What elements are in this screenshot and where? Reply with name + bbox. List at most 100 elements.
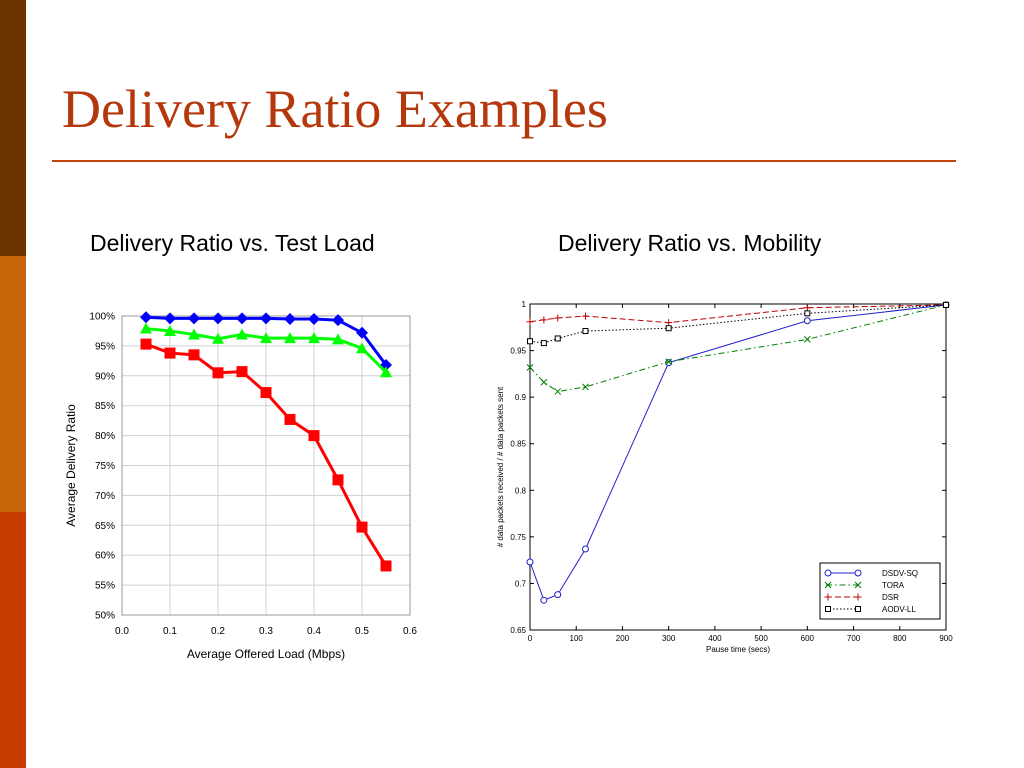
data-point <box>212 312 224 325</box>
x-axis-label: Pause time (secs) <box>706 645 770 654</box>
data-point <box>188 328 200 340</box>
data-point <box>308 430 320 442</box>
y-axis-label: # data packets received / # data packets… <box>496 386 505 547</box>
data-point <box>380 359 392 372</box>
data-point <box>554 388 562 395</box>
data-point <box>260 332 272 344</box>
x-tick-label: 600 <box>801 634 815 643</box>
data-point <box>804 310 811 317</box>
legend-marker <box>854 593 862 601</box>
right-chart-heading: Delivery Ratio vs. Mobility <box>558 230 822 256</box>
legend-label: DSR <box>882 593 899 602</box>
title-divider <box>52 160 956 162</box>
data-point <box>803 317 811 325</box>
data-point <box>332 474 344 486</box>
y-tick-label: 85% <box>95 401 115 412</box>
data-point <box>356 521 368 533</box>
data-point <box>140 322 152 334</box>
data-point <box>943 301 949 308</box>
y-tick-label: 0.7 <box>515 579 527 588</box>
data-point <box>356 326 368 339</box>
data-point <box>260 312 272 325</box>
data-point <box>212 367 224 379</box>
y-tick-label: 0.85 <box>510 440 526 449</box>
data-point <box>308 312 320 325</box>
legend-marker <box>854 581 862 589</box>
sidebar-accent-middle <box>0 256 26 512</box>
y-tick-label: 0.65 <box>510 626 526 635</box>
x-tick-label: 100 <box>570 634 584 643</box>
data-point <box>665 358 673 366</box>
series-dsdv-sq <box>526 301 950 604</box>
data-point <box>665 325 672 332</box>
data-point <box>554 314 562 322</box>
sidebar-accent-top <box>0 0 26 256</box>
y-tick-label: 60% <box>95 551 115 562</box>
data-point <box>332 314 344 327</box>
x-tick-label: 0.2 <box>211 626 225 637</box>
data-point <box>308 332 320 344</box>
y-tick-label: 75% <box>95 461 115 472</box>
legend-box <box>819 562 941 620</box>
delivery-vs-mobility-chart: 0.65 0.7 0.75 0.8 0.85 0.9 0.95 1 0 100 200 300 400 5… <box>496 300 953 654</box>
data-point <box>236 312 248 325</box>
data-point <box>554 591 562 599</box>
data-point <box>356 342 368 354</box>
data-point <box>380 560 392 572</box>
data-point <box>540 316 548 324</box>
data-point <box>527 338 533 345</box>
x-tick-label: 800 <box>893 634 907 643</box>
y-tick-label: 95% <box>95 341 115 352</box>
x-tick-label: 0.0 <box>115 626 129 637</box>
x-tick-label: 500 <box>754 634 768 643</box>
y-tick-label: 0.9 <box>515 393 527 402</box>
y-tick-label: 70% <box>95 491 115 502</box>
legend-label: AODV-LL <box>882 605 916 614</box>
series-2 <box>140 322 392 378</box>
y-tick-label: 100% <box>89 312 115 323</box>
data-point <box>582 328 589 335</box>
left-chart-heading: Delivery Ratio vs. Test Load <box>90 230 375 256</box>
data-point <box>140 311 152 324</box>
data-point <box>164 324 176 336</box>
y-tick-label: 65% <box>95 521 115 532</box>
y-tick-label: 90% <box>95 371 115 382</box>
data-point <box>284 413 296 425</box>
data-point <box>540 378 548 386</box>
y-tick-label: 0.95 <box>510 347 526 356</box>
slide-title: Delivery Ratio Examples <box>62 79 608 139</box>
data-point <box>284 312 296 325</box>
series-1 <box>140 311 392 372</box>
sidebar-accent-bottom <box>0 512 26 768</box>
data-point <box>581 312 589 320</box>
legend-marker <box>855 606 861 612</box>
x-tick-label: 0 <box>528 634 533 643</box>
x-axis-label: Average Offered Load (Mbps) <box>187 647 345 661</box>
data-point <box>164 347 176 359</box>
y-tick-label: 55% <box>95 581 115 592</box>
x-tick-label: 0.6 <box>403 626 417 637</box>
data-point <box>526 558 534 566</box>
series-3 <box>140 338 392 572</box>
data-point <box>260 387 272 399</box>
y-tick-label: 1 <box>522 300 527 309</box>
data-point <box>540 340 547 347</box>
series-aodv-ll <box>527 301 949 347</box>
legend: DSDV-SQ TORA DSR AODV-LL <box>819 562 941 620</box>
data-point <box>526 318 534 326</box>
legend-label: TORA <box>882 581 905 590</box>
x-tick-label: 300 <box>662 634 676 643</box>
x-tick-label: 0.4 <box>307 626 321 637</box>
legend-label: DSDV-SQ <box>882 569 918 578</box>
legend-marker <box>824 593 832 601</box>
data-point <box>236 366 248 378</box>
x-tick-label: 0.3 <box>259 626 273 637</box>
data-point <box>665 319 673 327</box>
x-tick-label: 0.1 <box>163 626 177 637</box>
data-point <box>284 332 296 344</box>
x-tick-label: 0.5 <box>355 626 369 637</box>
data-point <box>164 312 176 325</box>
x-tick-label: 900 <box>939 634 953 643</box>
data-point <box>332 333 344 345</box>
data-point <box>582 383 589 391</box>
